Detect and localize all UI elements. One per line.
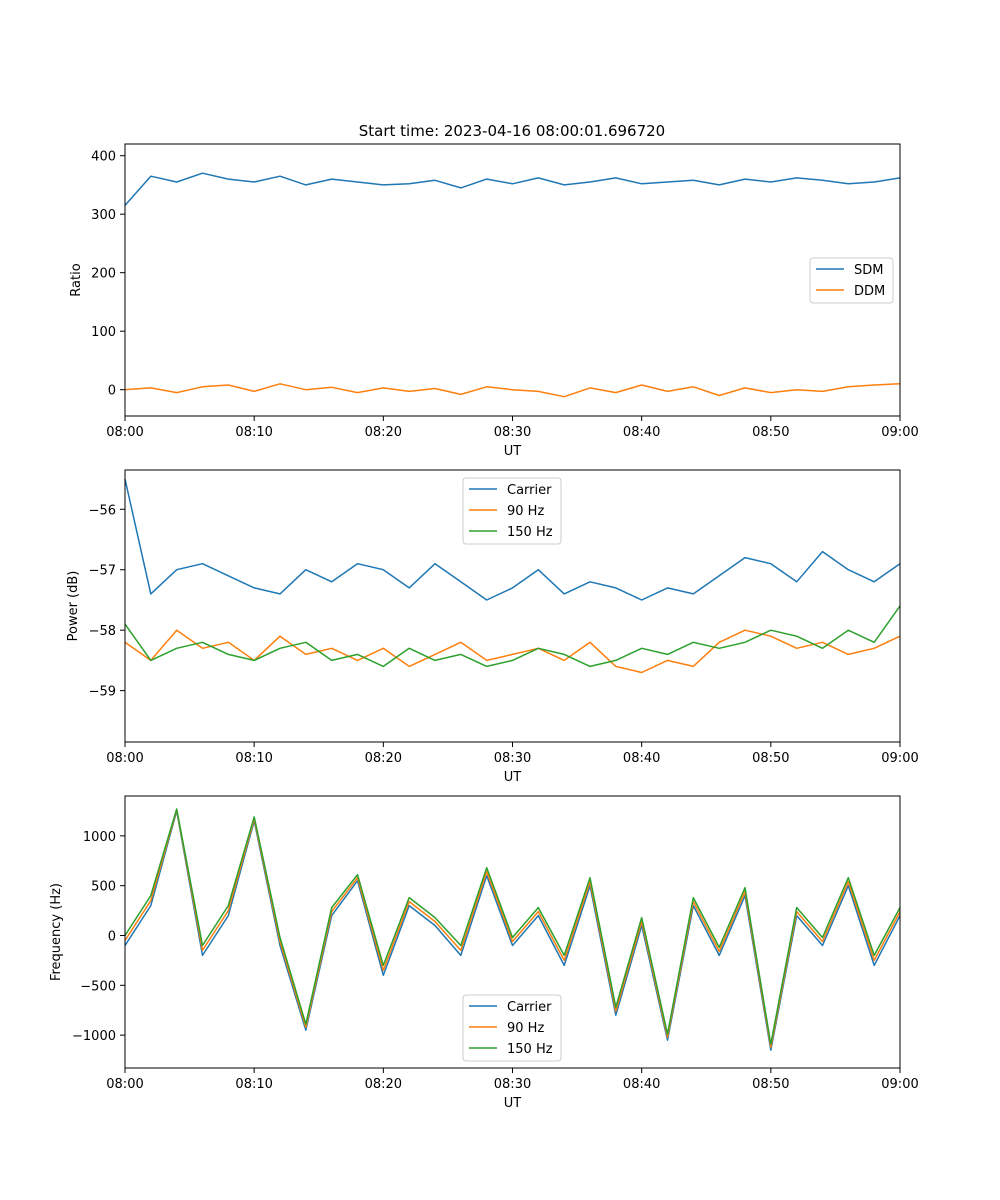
y-axis-label: Ratio <box>69 263 84 296</box>
panel-1: 08:00 08:10 08:20 08:30 08:40 08:50 09:00 0 100 2… <box>69 143 919 459</box>
legend-box <box>462 477 562 545</box>
x-tick-label: 08:50 <box>752 751 789 766</box>
x-tick-label: 08:00 <box>106 751 143 766</box>
x-tick-label: 08:10 <box>235 751 272 766</box>
legend-box <box>462 994 562 1062</box>
panel-3: 08:00 08:10 08:20 08:30 08:40 08:50 09:00 1000 5… <box>49 795 919 1111</box>
y-tick-label: 500 <box>91 880 116 895</box>
x-tick-label: 08:40 <box>623 751 660 766</box>
legend-entry: SDM <box>854 263 883 278</box>
y-tick-label: 0 <box>108 929 116 944</box>
x-tick-label: 08:30 <box>494 1077 531 1092</box>
y-tick-label: 400 <box>91 150 116 165</box>
legend-entry: DDM <box>854 284 885 299</box>
figure-title: Start time: 2023-04-16 08:00:01.696720 <box>359 122 665 140</box>
legend-entry: Carrier <box>507 483 552 498</box>
legend-entry: 90 Hz <box>507 504 544 519</box>
x-tick-label: 08:30 <box>494 425 531 440</box>
x-tick-label: 09:00 <box>881 425 918 440</box>
series-line-ddm <box>124 383 901 398</box>
x-axis-label: UT <box>504 770 522 785</box>
y-tick-label: 100 <box>91 325 116 340</box>
y-tick-label: −59 <box>89 685 116 700</box>
x-tick-label: 08:00 <box>106 1077 143 1092</box>
x-tick-label: 08:50 <box>752 1077 789 1092</box>
series-line-150-hz <box>124 808 901 1045</box>
y-tick-label: −57 <box>89 564 116 579</box>
x-tick-label: 08:40 <box>623 425 660 440</box>
y-axis-label: Power (dB) <box>66 571 81 642</box>
x-tick-label: 09:00 <box>881 751 918 766</box>
series-line-sdm <box>124 172 901 206</box>
y-axis-label: Frequency (Hz) <box>49 883 64 981</box>
y-tick-label: 1000 <box>83 830 116 845</box>
y-tick-label: −500 <box>80 979 116 994</box>
x-tick-label: 08:00 <box>106 425 143 440</box>
x-tick-label: 08:30 <box>494 751 531 766</box>
x-tick-label: 08:40 <box>623 1077 660 1092</box>
x-axis-label: UT <box>504 444 522 459</box>
x-tick-label: 08:20 <box>365 751 402 766</box>
panels: 08:00 08:10 08:20 08:30 08:40 08:50 09:00 0 100 2… <box>49 143 919 1111</box>
series-line-carrier <box>124 478 901 601</box>
x-tick-label: 08:10 <box>235 1077 272 1092</box>
x-tick-label: 08:50 <box>752 425 789 440</box>
y-tick-label: 200 <box>91 267 116 282</box>
y-tick-label: −56 <box>89 503 116 518</box>
legend: Carrier 90 Hz 150 Hz <box>462 477 562 545</box>
x-tick-label: 08:10 <box>235 425 272 440</box>
series-line-150-hz <box>124 605 901 668</box>
x-tick-label: 09:00 <box>881 1077 918 1092</box>
legend-entry: 150 Hz <box>507 525 553 540</box>
legend-entry: Carrier <box>507 1000 552 1015</box>
y-tick-label: −58 <box>89 624 116 639</box>
legend-entry: 150 Hz <box>507 1042 553 1057</box>
y-tick-label: 0 <box>108 384 116 399</box>
y-tick-label: 300 <box>91 208 116 223</box>
legend-entry: 90 Hz <box>507 1021 544 1036</box>
x-tick-label: 08:20 <box>365 1077 402 1092</box>
x-axis-label: UT <box>504 1096 522 1111</box>
legend: Carrier 90 Hz 150 Hz <box>462 994 562 1062</box>
x-tick-label: 08:20 <box>365 425 402 440</box>
y-tick-label: −1000 <box>72 1029 116 1044</box>
panel-2: 08:00 08:10 08:20 08:30 08:40 08:50 09:00 −56 −5… <box>66 469 919 785</box>
legend: SDM DDM <box>809 257 894 304</box>
